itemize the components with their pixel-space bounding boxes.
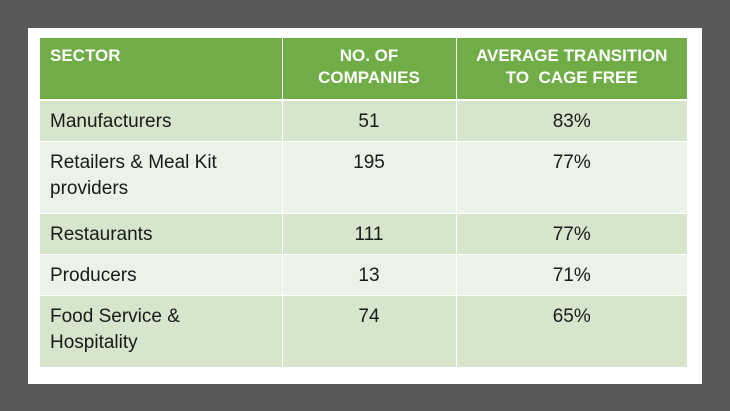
companies-cell: 74 xyxy=(282,295,457,368)
sector-name: Producers xyxy=(50,265,137,286)
sector-name: Manufacturers xyxy=(50,111,172,132)
companies-cell: 111 xyxy=(282,213,457,255)
sector-name-line-2: Hospitality xyxy=(50,332,138,353)
sector-table: SECTOR NO. OF COMPANIES AVERAGE TRANSITI… xyxy=(40,38,687,368)
companies-cell: 195 xyxy=(282,141,457,214)
header-transition-line-1: AVERAGE TRANSITION xyxy=(476,46,668,65)
sector-name-line-1: Retailers & Meal Kit xyxy=(50,152,217,173)
sector-cell: Retailers & Meal Kit providers xyxy=(40,141,283,214)
transition-cell: 83% xyxy=(456,100,687,142)
transition-cell: 77% xyxy=(456,213,687,255)
header-transition: AVERAGE TRANSITION TO CAGE FREE xyxy=(456,38,687,100)
sector-cell: Restaurants xyxy=(40,213,283,255)
sector-cell: Manufacturers xyxy=(40,100,283,142)
table-row: Producers 13 71% xyxy=(40,254,687,296)
table-row: Manufacturers 51 83% xyxy=(40,100,687,142)
header-companies-line-1: NO. OF xyxy=(339,46,399,65)
header-row: SECTOR NO. OF COMPANIES AVERAGE TRANSITI… xyxy=(40,38,687,100)
sector-name: Restaurants xyxy=(50,224,153,245)
sector-name-line-2: providers xyxy=(50,178,129,199)
table-row: Food Service & Hospitality 74 65% xyxy=(40,295,687,368)
sector-name-line-1: Food Service & xyxy=(50,306,180,327)
header-transition-line-2: TO CAGE FREE xyxy=(505,68,638,87)
header-sector-line-1: SECTOR xyxy=(50,46,121,65)
companies-cell: 51 xyxy=(282,100,457,142)
sector-cell: Food Service & Hospitality xyxy=(40,295,283,368)
header-companies: NO. OF COMPANIES xyxy=(282,38,457,100)
table-row: Restaurants 111 77% xyxy=(40,213,687,255)
table-row: Retailers & Meal Kit providers 195 77% xyxy=(40,141,687,214)
slide: SECTOR NO. OF COMPANIES AVERAGE TRANSITI… xyxy=(28,28,702,384)
transition-cell: 71% xyxy=(456,254,687,296)
sector-cell: Producers xyxy=(40,254,283,296)
header-companies-line-2: COMPANIES xyxy=(318,68,420,87)
transition-cell: 77% xyxy=(456,141,687,214)
companies-cell: 13 xyxy=(282,254,457,296)
header-sector: SECTOR xyxy=(40,38,283,100)
transition-cell: 65% xyxy=(456,295,687,368)
